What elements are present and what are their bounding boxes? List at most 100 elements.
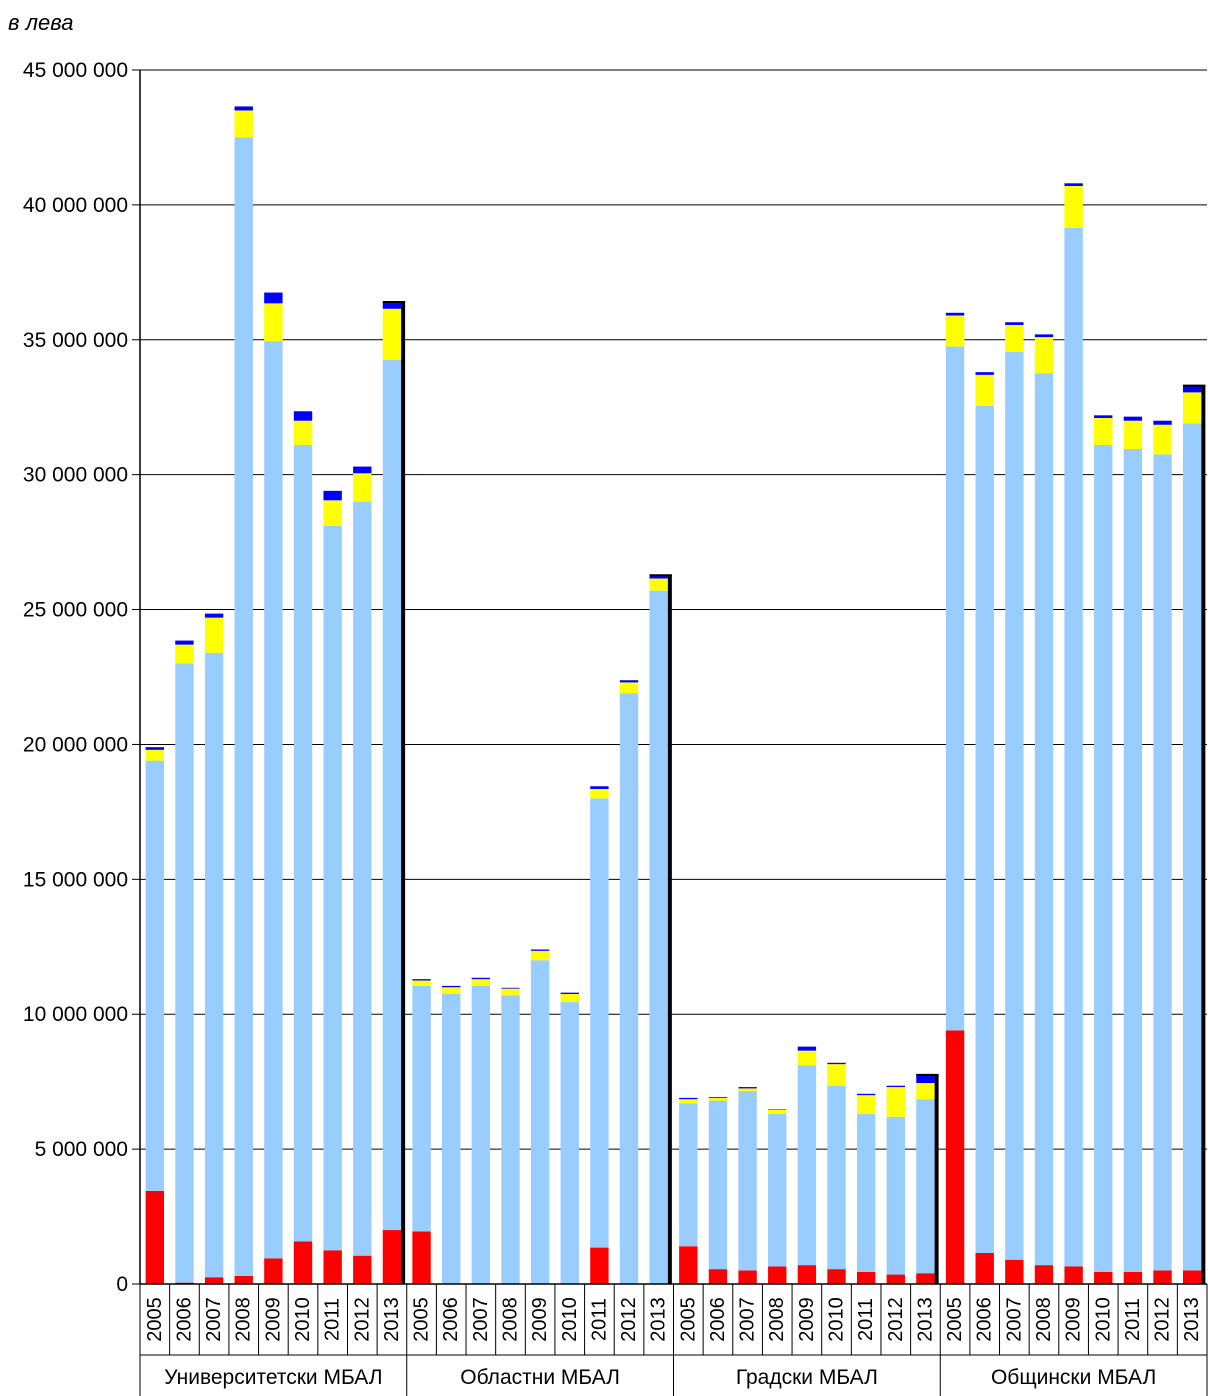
bar-segment [412,1231,431,1284]
bar-segment [945,346,965,1031]
bar-segment [1094,444,1113,1272]
bar-segment [1005,322,1024,325]
bar-segment [945,312,965,316]
bar-segment [649,590,668,1284]
bar-segment [501,995,520,1284]
x-tick-label: 2010 [826,1297,848,1342]
x-tick-label: 2007 [737,1297,759,1342]
y-tick-label: 5 000 000 [35,1138,128,1161]
bar-segment [412,985,431,1232]
bar-segment [1034,373,1054,1266]
bar-segment [264,292,283,304]
bar-segment [382,302,402,309]
bar-segment [1123,420,1143,450]
bar-segment [797,1065,817,1266]
bar-segment [560,993,579,1003]
bar-segment [234,110,253,138]
bar-segment [145,747,165,750]
bar-segment [1182,423,1202,1271]
bar-segment [501,988,520,996]
x-tick-label: 2012 [618,1297,640,1342]
y-axis-unit-label: в лева [8,10,74,35]
bar-segment [590,786,609,789]
bar-segment [264,303,283,342]
x-tick-label: 2012 [351,1297,373,1342]
y-tick-label: 40 000 000 [23,194,128,217]
x-tick-label: 2009 [796,1297,818,1342]
bar-segment [530,950,550,961]
bar-segment [293,1241,313,1284]
bar-segment [738,1088,757,1092]
bar-segment [679,1103,698,1247]
x-tick-label: 2006 [974,1297,996,1342]
x-tick-label: 2005 [144,1297,166,1342]
x-tick-label: 2010 [292,1297,314,1342]
bar-segment [1153,420,1172,425]
bar-segment [204,613,224,618]
bar-segment [382,308,402,361]
x-tick-label: 2012 [885,1297,907,1342]
x-tick-label: 2013 [1181,1297,1203,1342]
bar-segment [886,1087,905,1117]
x-tick-label: 2006 [173,1297,195,1342]
bar-segment [916,1074,935,1084]
y-tick-label: 45 000 000 [23,59,128,82]
x-tick-label: 2013 [648,1297,670,1342]
x-tick-label: 2005 [944,1297,966,1342]
bar-segment [797,1265,817,1284]
x-tick-label: 2005 [677,1297,699,1342]
bar-segment [1153,1270,1172,1284]
bar-segment [649,578,668,591]
x-tick-label: 2010 [1092,1297,1114,1342]
bar-segment [619,693,639,1284]
bar-segment [738,1087,757,1089]
x-tick-label: 2005 [411,1297,433,1342]
bar-segment [204,652,224,1278]
bar-segment [590,798,609,1248]
bar-segment [1034,334,1054,338]
x-tick-label: 2006 [440,1297,462,1342]
bar-segment [293,444,313,1242]
bar-segment [708,1269,728,1284]
bar-segment [264,1258,283,1284]
group-label: Областни МБАЛ [460,1366,620,1389]
bar-segment [856,1114,876,1272]
bar-segment [708,1100,728,1270]
x-tick-label: 2009 [1063,1297,1085,1342]
x-tick-label: 2011 [855,1298,877,1341]
bar-segment [1123,1271,1143,1284]
bar-segment [1064,186,1083,228]
bar-segment [945,1030,965,1284]
bar-segment [768,1266,787,1284]
bar-segment [975,405,994,1253]
bar-segment [323,490,342,501]
bar-segment [323,1250,342,1284]
x-tick-label: 2006 [707,1297,729,1342]
bar-segment [856,1095,876,1115]
bar-segment [1034,337,1054,374]
x-tick-label: 2012 [1152,1297,1174,1342]
y-tick-label: 20 000 000 [23,733,128,756]
bar-segment [738,1270,757,1284]
y-tick-label: 10 000 000 [23,1003,128,1026]
bar-segment [1034,1265,1054,1284]
bar-segment [1153,424,1172,455]
bar-segment [1182,385,1202,393]
bar-segment [1123,449,1143,1272]
bar-segment [530,949,550,951]
bar-segment [1064,183,1083,187]
bar-segment [471,977,491,980]
x-tick-label: 2010 [559,1297,581,1342]
bar-segment [323,525,342,1251]
x-tick-label: 2013 [914,1297,936,1342]
bar-segment [768,1109,787,1115]
bar-segment [234,137,253,1276]
x-tick-label: 2008 [499,1297,521,1342]
bar-segment [827,1064,846,1086]
bar-segment [382,1230,402,1284]
bar-segment [145,1190,165,1284]
x-tick-label: 2007 [203,1297,225,1342]
bar-segment [679,1097,698,1100]
group-label: Градски МБАЛ [736,1366,878,1389]
